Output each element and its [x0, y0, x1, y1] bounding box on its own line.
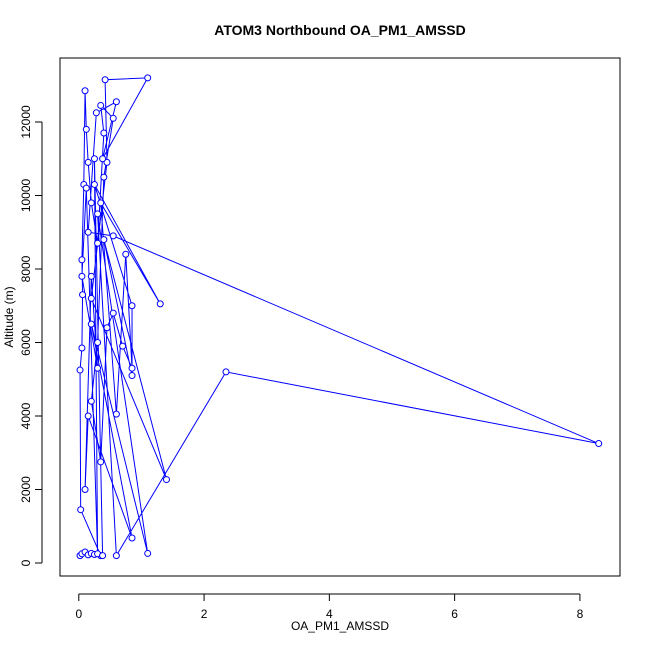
data-point [92, 109, 100, 117]
data-point [595, 440, 603, 448]
data-point [87, 294, 95, 302]
data-point [94, 239, 102, 247]
data-point [156, 300, 164, 308]
y-tick-label: 8000 [19, 255, 33, 282]
data-point [78, 256, 86, 264]
data-point [128, 364, 136, 372]
data-point [82, 125, 90, 133]
data-point [99, 552, 107, 560]
data-point [100, 173, 108, 181]
chart-title: ATOM3 Northbound OA_PM1_AMSSD [214, 22, 466, 38]
data-point [94, 364, 102, 372]
data-point [90, 180, 98, 188]
x-tick-label: 2 [201, 607, 208, 621]
data-point [109, 114, 117, 122]
x-tick-label: 0 [75, 607, 82, 621]
y-tick-label: 0 [19, 559, 33, 566]
y-tick-label: 4000 [19, 402, 33, 429]
data-point [78, 272, 86, 280]
x-tick-label: 4 [326, 607, 333, 621]
y-tick-label: 2000 [19, 476, 33, 503]
data-point [112, 410, 120, 418]
data-line [79, 77, 599, 558]
data-point [222, 368, 230, 376]
data-point [97, 458, 105, 466]
y-tick-label: 10000 [19, 178, 33, 212]
data-point [101, 76, 109, 84]
data-point [162, 476, 170, 484]
data-point [144, 74, 152, 82]
data-point [109, 309, 117, 317]
data-point [81, 485, 89, 493]
data-point [99, 155, 107, 163]
data-point [77, 506, 85, 514]
data-point [119, 342, 127, 350]
data-point [103, 324, 111, 332]
data-point [100, 236, 108, 244]
data-point [94, 210, 102, 218]
data-point [87, 397, 95, 405]
data-point [87, 272, 95, 280]
data-point [97, 199, 105, 207]
x-tick-label: 8 [577, 607, 584, 621]
data-point [109, 232, 117, 240]
data-point [87, 320, 95, 328]
y-tick-label: 12000 [19, 105, 33, 139]
data-point [87, 199, 95, 207]
y-axis-label: Altitude (m) [2, 286, 16, 347]
data-point [103, 158, 111, 166]
data-point [81, 87, 89, 95]
data-point [76, 366, 84, 374]
data-point [84, 158, 92, 166]
data-point [128, 534, 136, 542]
y-tick-label: 6000 [19, 329, 33, 356]
data-point [84, 412, 92, 420]
data-point [84, 228, 92, 236]
x-axis-label: OA_PM1_AMSSD [291, 619, 389, 633]
data-point [128, 372, 136, 380]
data-point [94, 338, 102, 346]
data-point [100, 129, 108, 137]
data-point [82, 184, 90, 192]
data-point [97, 101, 105, 109]
data-point [79, 291, 87, 299]
plot-box [59, 57, 621, 577]
data-point [144, 549, 152, 557]
data-point [90, 155, 98, 163]
data-point [122, 250, 130, 258]
data-point [112, 98, 120, 106]
data-point [78, 344, 86, 352]
data-point [128, 302, 136, 310]
x-tick-label: 6 [451, 607, 458, 621]
data-point [112, 552, 120, 560]
